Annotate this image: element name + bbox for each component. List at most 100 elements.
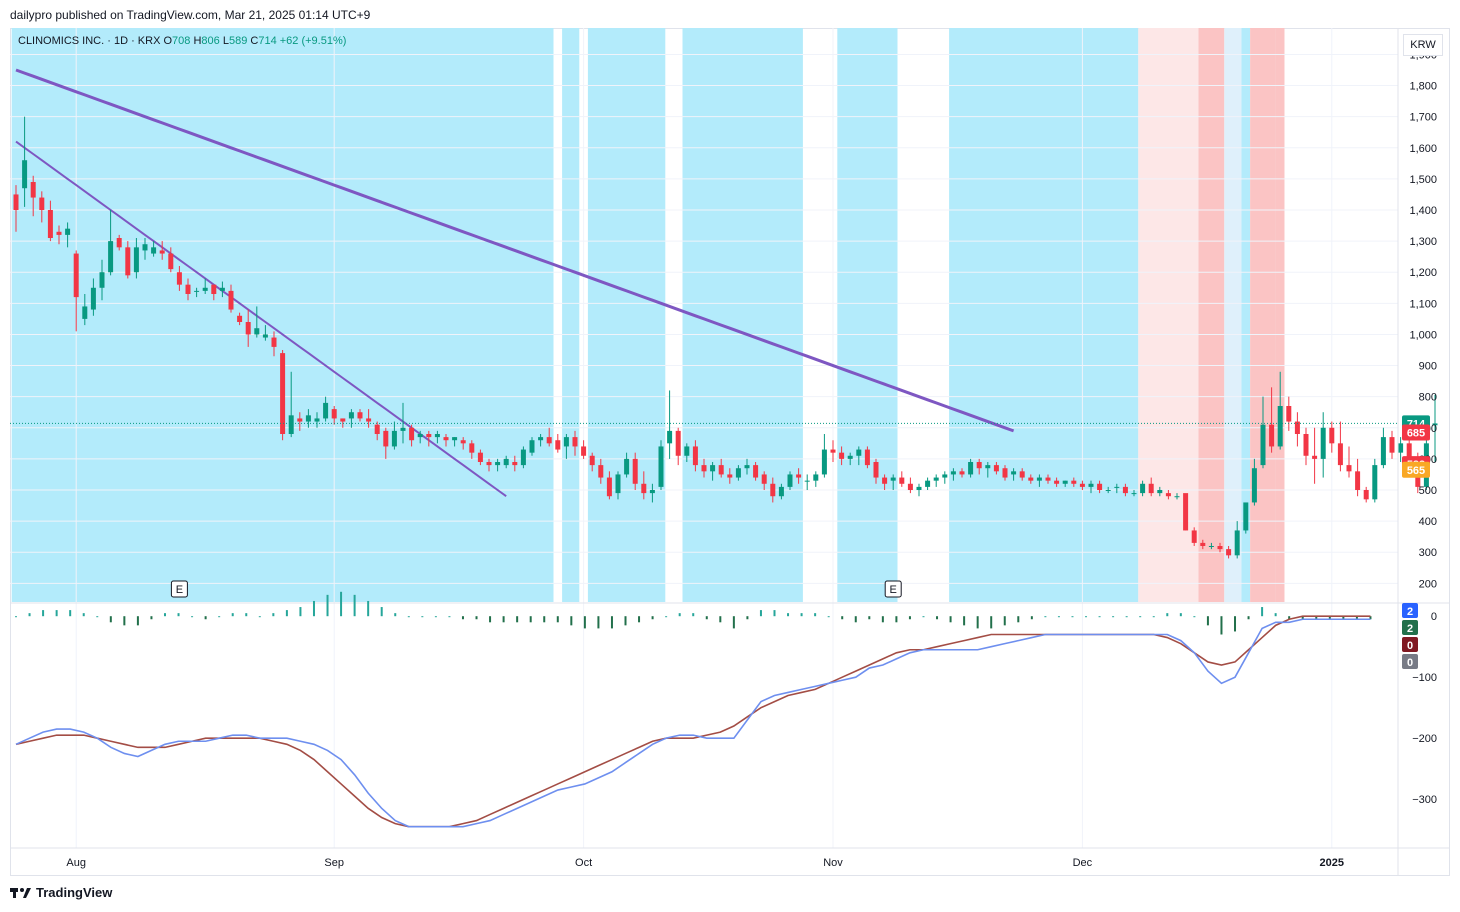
candle-body [1251,468,1257,503]
candle-body [1277,406,1283,447]
macd-histogram-bar [380,607,383,617]
macd-histogram-bar [394,613,397,617]
candle-body [383,430,389,447]
price-tick-label: 300 [1419,547,1437,559]
candle-body [606,477,612,497]
time-tick-label: Nov [823,857,843,869]
macd-histogram-bar [1247,616,1250,620]
candle-body [1157,490,1163,494]
candle-body [1372,465,1378,500]
candle-body [821,449,827,475]
price-tick-label: 1,300 [1409,236,1437,248]
candle-body [1148,483,1154,494]
macd-badge [1402,637,1418,652]
macd-histogram-bar [1355,616,1358,620]
macd-histogram-bar [773,610,776,617]
candle-body [314,418,320,422]
macd-histogram-bar [1085,616,1088,618]
macd-histogram-bar [570,616,573,626]
candle-body [288,415,294,434]
candle-body [1406,443,1412,466]
candle-body [667,430,673,444]
macd-tick-label: 0 [1431,611,1437,623]
publish-info: dailypro published on TradingView.com, M… [10,8,371,22]
macd-histogram-bar [1328,616,1331,620]
candle-body [185,284,191,294]
earnings-marker [884,580,902,598]
footer-brand: TradingView [36,885,113,900]
candle-body [615,474,621,494]
macd-histogram-bar [1125,616,1128,618]
candle-body [211,284,217,294]
macd-badge [1402,620,1418,635]
macd-histogram-bar [787,613,790,617]
candle-body [426,434,432,438]
candle-body [176,272,182,285]
background-zone [1275,28,1285,602]
candle-body [1346,465,1352,472]
background-zone [1241,28,1251,602]
macd-badge [1402,603,1418,618]
candle-body [787,474,793,487]
candle-body [572,437,578,447]
candle-body [1183,493,1189,531]
moving-averages [15,68,1015,498]
price-tick-label: 200 [1419,578,1437,590]
macd-histogram-bar [746,616,749,620]
candle-body [1011,471,1017,475]
macd-histogram-bar [881,616,884,623]
background-zone [949,28,1139,602]
candle-body [477,452,483,462]
macd-histogram-bar [1274,613,1277,617]
candle-body [237,315,243,322]
candle-body [520,449,526,466]
symbol-label[interactable]: CLINOMICS INC. · 1D · KRX [18,35,161,47]
price-tick-label: 800 [1419,392,1437,404]
candle-body [1320,427,1326,459]
macd-histogram-bar [1030,616,1033,620]
candle-body [529,440,535,453]
candle-body [366,418,372,422]
macd-histogram-bar [800,613,803,617]
candle-body [1165,493,1171,497]
candle-body [271,337,277,347]
price-tick-label: 900 [1419,361,1437,373]
candle-body [65,228,71,235]
macd-histogram-bar [96,616,99,618]
candle-body [864,449,870,466]
candle-body [942,474,948,478]
candle-body [589,455,595,466]
candle-body [168,253,174,270]
macd-histogram-bar [434,616,437,618]
candle-body [1269,424,1275,447]
candle-body [1088,483,1094,487]
candle-body [632,458,638,484]
currency-button[interactable]: KRW [1403,34,1443,56]
candle-body [82,306,88,319]
candle-body [400,427,406,431]
candle-body [985,465,991,469]
tradingview-footer: TradingView [10,885,112,900]
close-label: C [250,35,259,47]
candle-body [1045,477,1051,481]
candle-body [469,443,475,453]
macd-histogram-bar [421,616,424,618]
candle-body [30,182,36,198]
price-badge [1402,424,1430,441]
background-zones [11,28,1285,602]
candle-body [99,272,105,288]
macd-histogram-bar [15,616,17,618]
candle-body [219,287,225,291]
candle-body [1191,530,1197,543]
macd-histogram-bar [191,616,194,618]
candle-body [108,241,114,273]
macd-line [15,618,1371,828]
macd-histogram-bar [638,616,641,623]
candle-body [538,437,544,441]
background-zone [562,28,580,602]
candle-body [744,465,750,469]
candle-body [581,446,587,456]
candle-body [546,437,552,444]
price-badge-label: 685 [1407,427,1425,439]
